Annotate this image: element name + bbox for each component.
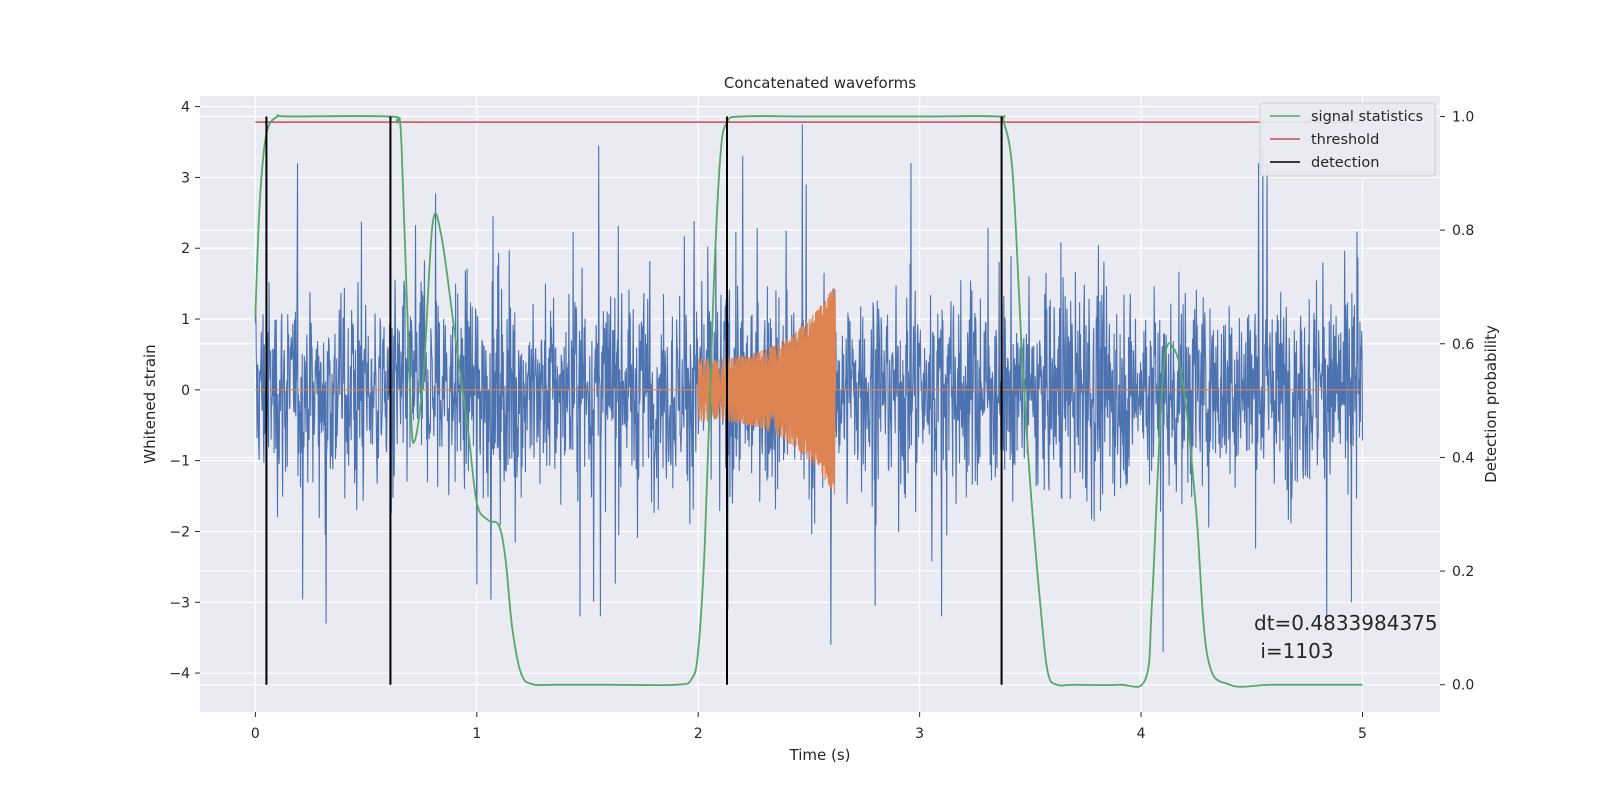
chart-title: Concatenated waveforms <box>724 74 916 92</box>
x-tick-label: 4 <box>1137 726 1146 742</box>
x-tick-label: 0 <box>251 726 260 742</box>
y-tick-label: 1 <box>181 312 190 328</box>
y2-axis-label: Detection probability <box>1482 325 1500 483</box>
annotation-index: i=1103 <box>1254 639 1334 663</box>
y-tick-label: −2 <box>169 524 190 540</box>
y2-tick-label: 1.0 <box>1452 109 1474 125</box>
y2-tick-label: 0.4 <box>1452 450 1474 466</box>
detection-series <box>265 116 1003 685</box>
x-tick-label: 3 <box>915 726 924 742</box>
x-axis-label: Time (s) <box>789 746 851 764</box>
annotation-dt: dt=0.4833984375 <box>1254 611 1438 635</box>
y-tick-label: −1 <box>169 454 190 470</box>
legend-label-detection: detection <box>1311 155 1379 171</box>
signal-statistics-series <box>254 114 1363 688</box>
y-tick-label: 2 <box>181 241 190 257</box>
y-tick-label: 3 <box>181 170 190 186</box>
x-tick-label: 2 <box>694 726 703 742</box>
legend-box <box>1259 102 1436 177</box>
y-axis-label: Whitened strain <box>141 344 159 463</box>
y-tick-label: −4 <box>169 666 190 682</box>
signal-line <box>255 288 1363 495</box>
y-tick-label: 4 <box>181 100 190 116</box>
legend: signal statistics threshold detection <box>1259 102 1436 177</box>
legend-label-threshold: threshold <box>1311 132 1379 148</box>
axis-ticks: 0 1 2 3 4 5 −4 −3 −2 −1 0 1 2 3 4 0.0 0.2 0.4 0.6 0.8 1.0 <box>169 100 1474 742</box>
x-tick-label: 1 <box>472 726 481 742</box>
legend-label-statistics: signal statistics <box>1311 109 1423 125</box>
injected-signal-series <box>255 288 1363 495</box>
y2-tick-label: 0.0 <box>1452 678 1474 694</box>
y-tick-label: 0 <box>181 383 190 399</box>
x-tick-label: 5 <box>1358 726 1367 742</box>
y2-tick-label: 0.2 <box>1452 564 1474 580</box>
signal-statistics-line <box>254 114 1363 688</box>
y2-tick-label: 0.6 <box>1452 337 1474 353</box>
y2-tick-label: 0.8 <box>1452 223 1474 239</box>
y-tick-label: −3 <box>169 595 190 611</box>
